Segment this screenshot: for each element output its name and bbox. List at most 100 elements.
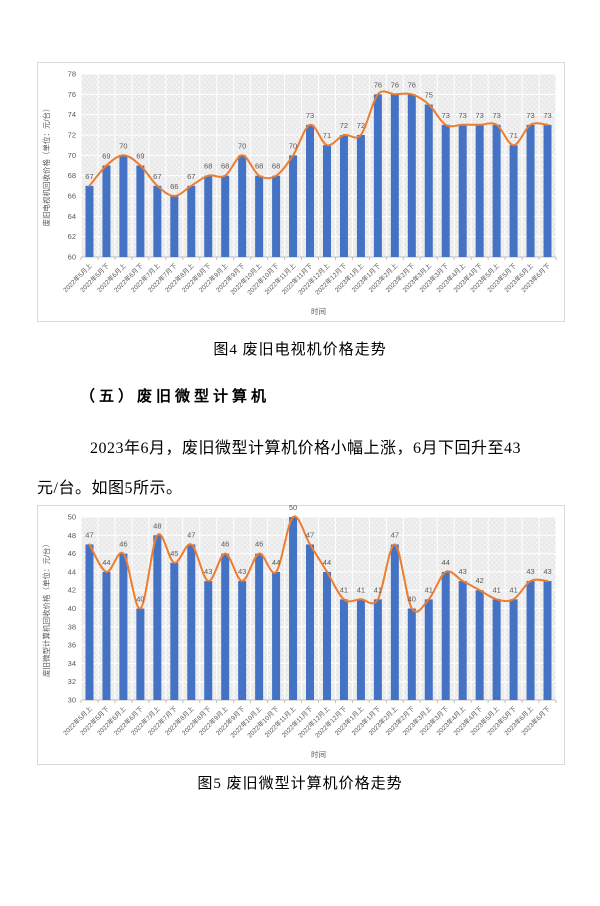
- bar: [85, 185, 94, 257]
- y-tick-label: 62: [68, 232, 76, 241]
- data-label: 68: [221, 162, 229, 171]
- bar: [373, 94, 382, 257]
- data-label: 43: [204, 567, 212, 576]
- trend-line: [88, 515, 549, 613]
- y-tick-label: 70: [68, 151, 76, 160]
- bar: [424, 104, 433, 257]
- data-label: 43: [459, 567, 467, 576]
- data-label: 73: [492, 111, 500, 120]
- y-tick-label: 74: [68, 110, 76, 119]
- bar: [102, 571, 111, 700]
- data-label: 68: [272, 162, 280, 171]
- tv-price-trend-chart: 60 62 64 66 68 70 72 74 76 78 67 69 70 69 67 66 67 68 68 70…: [37, 62, 565, 322]
- data-label: 44: [442, 558, 450, 567]
- data-label: 69: [102, 152, 110, 161]
- bar: [204, 175, 213, 257]
- y-tick-label: 34: [68, 659, 76, 668]
- y-tick-label: 66: [68, 192, 76, 201]
- bar: [119, 553, 128, 700]
- data-label: 70: [238, 141, 246, 150]
- figure-4: 60 62 64 66 68 70 72 74 76 78 67 69 70 69 67 66 67 68 68 70…: [37, 62, 565, 322]
- bar: [441, 124, 450, 257]
- data-label: 67: [85, 172, 93, 181]
- bar: [85, 544, 94, 700]
- bar: [136, 608, 145, 700]
- y-tick-label: 40: [68, 604, 76, 613]
- y-tick-label: 36: [68, 641, 76, 650]
- data-label: 73: [442, 111, 450, 120]
- data-label: 66: [170, 182, 178, 191]
- microcomputer-price-trend-chart: 30 32 34 36 38 40 42 44 46 48 50 47 44 46 40 48 45 47 43 46…: [37, 505, 565, 765]
- y-tick-label: 68: [68, 171, 76, 180]
- paragraph-line-1: 2023年6月，废旧微型计算机价格小幅上涨，6月下回升至43: [90, 440, 522, 457]
- bar: [322, 571, 331, 700]
- bar: [492, 599, 501, 700]
- bar: [356, 599, 365, 700]
- data-label: 68: [255, 162, 263, 171]
- data-label: 73: [475, 111, 483, 120]
- data-label: 41: [492, 585, 500, 594]
- bar: [356, 135, 365, 257]
- y-tick-label: 76: [68, 90, 76, 99]
- data-label: 46: [221, 540, 229, 549]
- data-label: 42: [475, 576, 483, 585]
- bar: [272, 175, 281, 257]
- data-label: 41: [340, 585, 348, 594]
- x-axis-title: 时间: [311, 749, 326, 759]
- data-label: 44: [323, 558, 331, 567]
- bar: [187, 185, 196, 257]
- data-label: 50: [289, 505, 297, 512]
- y-tick-label: 32: [68, 677, 76, 686]
- paragraph-line-2: 元/台。如图5所示。: [37, 480, 183, 497]
- data-label: 75: [425, 91, 433, 100]
- data-label: 70: [289, 141, 297, 150]
- bar: [509, 145, 518, 257]
- data-label: 48: [153, 521, 161, 530]
- y-tick-label: 60: [68, 253, 76, 262]
- bar: [492, 124, 501, 257]
- bar: [221, 175, 230, 257]
- bar: [509, 599, 518, 700]
- bar: [475, 124, 484, 257]
- bar: [339, 135, 348, 257]
- data-label: 43: [526, 567, 534, 576]
- data-label: 41: [357, 585, 365, 594]
- bar: [255, 553, 264, 700]
- bar: [255, 175, 264, 257]
- y-tick-label: 30: [68, 696, 76, 705]
- bar: [458, 581, 467, 700]
- y-tick-label: 44: [68, 567, 76, 576]
- data-label: 41: [509, 585, 517, 594]
- trend-line: [88, 90, 549, 197]
- bar: [441, 571, 450, 700]
- data-label: 73: [526, 111, 534, 120]
- data-label: 72: [340, 121, 348, 130]
- data-label: 47: [85, 530, 93, 539]
- data-label: 76: [391, 80, 399, 89]
- data-label: 73: [306, 111, 314, 120]
- bar: [289, 155, 298, 257]
- data-label: 67: [153, 172, 161, 181]
- y-tick-label: 72: [68, 131, 76, 140]
- data-label: 47: [187, 530, 195, 539]
- bar: [339, 599, 348, 700]
- data-label: 43: [543, 567, 551, 576]
- figure4-caption: 图4 废旧电视机价格走势: [213, 342, 387, 358]
- bar: [153, 535, 162, 700]
- data-label: 43: [238, 567, 246, 576]
- y-axis-title: 废旧电视机回收价格（单位：元/台）: [41, 104, 51, 226]
- y-tick-label: 38: [68, 622, 76, 631]
- bar: [390, 94, 399, 257]
- bar: [458, 124, 467, 257]
- data-label: 73: [543, 111, 551, 120]
- bar: [526, 124, 535, 257]
- bar: [543, 581, 552, 700]
- bar: [170, 562, 179, 700]
- data-label: 69: [136, 152, 144, 161]
- data-label: 76: [374, 80, 382, 89]
- data-label: 40: [408, 595, 416, 604]
- bar: [187, 544, 196, 700]
- data-label: 47: [391, 530, 399, 539]
- data-label: 68: [204, 162, 212, 171]
